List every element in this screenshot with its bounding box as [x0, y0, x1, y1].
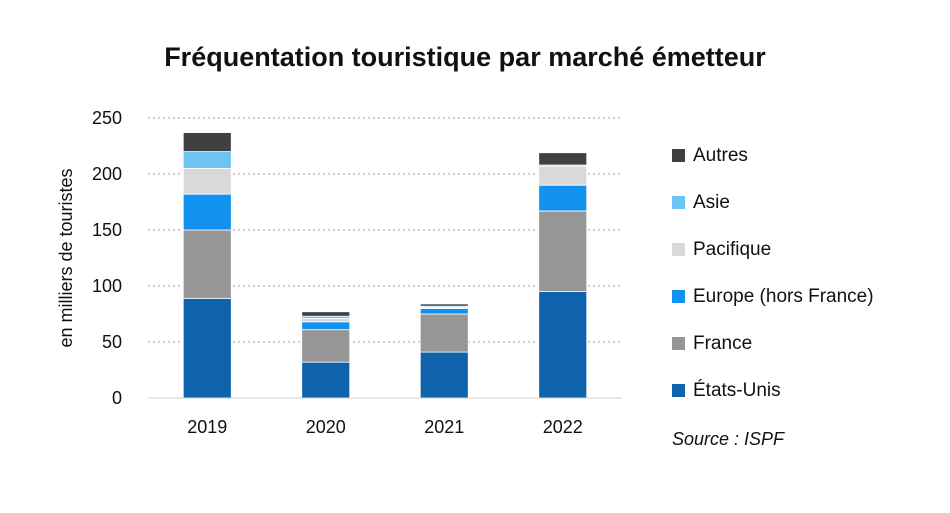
y-tick-label: 100	[92, 276, 122, 296]
bar-segment-2020-1	[301, 329, 351, 363]
bar-segment-2021-2	[419, 307, 469, 315]
x-tick-label: 2020	[306, 417, 346, 437]
bar-segment-2022-1	[538, 210, 588, 293]
legend: Autres Asie Pacifique Europe (hors France) F…	[672, 145, 874, 401]
bar-segment-2020-0	[301, 361, 351, 399]
bar-segment-2019-4	[182, 151, 232, 169]
source-note: Source : ISPF	[672, 429, 785, 449]
y-tick-label: 200	[92, 164, 122, 184]
y-tick-label: 50	[102, 332, 122, 352]
chart-title: Fréquentation touristique par marché éme…	[164, 42, 766, 72]
legend-label: Autres	[693, 145, 748, 166]
legend-swatch	[672, 243, 685, 256]
legend-swatch	[672, 196, 685, 209]
bar-segment-2019-0	[182, 297, 232, 399]
bar-segment-2020-3	[301, 318, 351, 323]
bar-segment-2021-5	[419, 303, 469, 307]
x-tick-label: 2021	[424, 417, 464, 437]
bar-segment-2022-0	[538, 291, 588, 399]
y-axis-ticks: 0 50 100 150 200 250	[92, 108, 122, 408]
legend-label: Asie	[693, 192, 730, 213]
y-tick-label: 150	[92, 220, 122, 240]
bar-segment-2021-1	[419, 313, 469, 353]
bar-segment-2022-5	[538, 152, 588, 166]
bar-segment-2021-0	[419, 351, 469, 399]
y-tick-label: 250	[92, 108, 122, 128]
x-tick-label: 2022	[543, 417, 583, 437]
legend-swatch	[672, 290, 685, 303]
bar-segment-2022-3	[538, 165, 588, 186]
bars	[182, 132, 588, 399]
legend-label: France	[693, 333, 752, 354]
x-tick-label: 2019	[187, 417, 227, 437]
x-axis-ticks: 2019 2020 2021 2022	[187, 417, 583, 437]
y-axis-title: en milliers de touristes	[56, 168, 76, 347]
bar-segment-2020-5	[301, 311, 351, 317]
bar-segment-2019-5	[182, 132, 232, 152]
bar-segment-2019-1	[182, 229, 232, 299]
bar-segment-2020-2	[301, 321, 351, 331]
bar-segment-2019-3	[182, 167, 232, 195]
bar-segment-2022-2	[538, 184, 588, 212]
legend-swatch	[672, 337, 685, 350]
y-tick-label: 0	[112, 388, 122, 408]
legend-swatch	[672, 149, 685, 162]
bar-segment-2019-2	[182, 193, 232, 231]
legend-label: Pacifique	[693, 239, 771, 260]
legend-label: Europe (hors France)	[693, 286, 874, 307]
legend-label: États-Unis	[693, 380, 781, 401]
legend-swatch	[672, 384, 685, 397]
